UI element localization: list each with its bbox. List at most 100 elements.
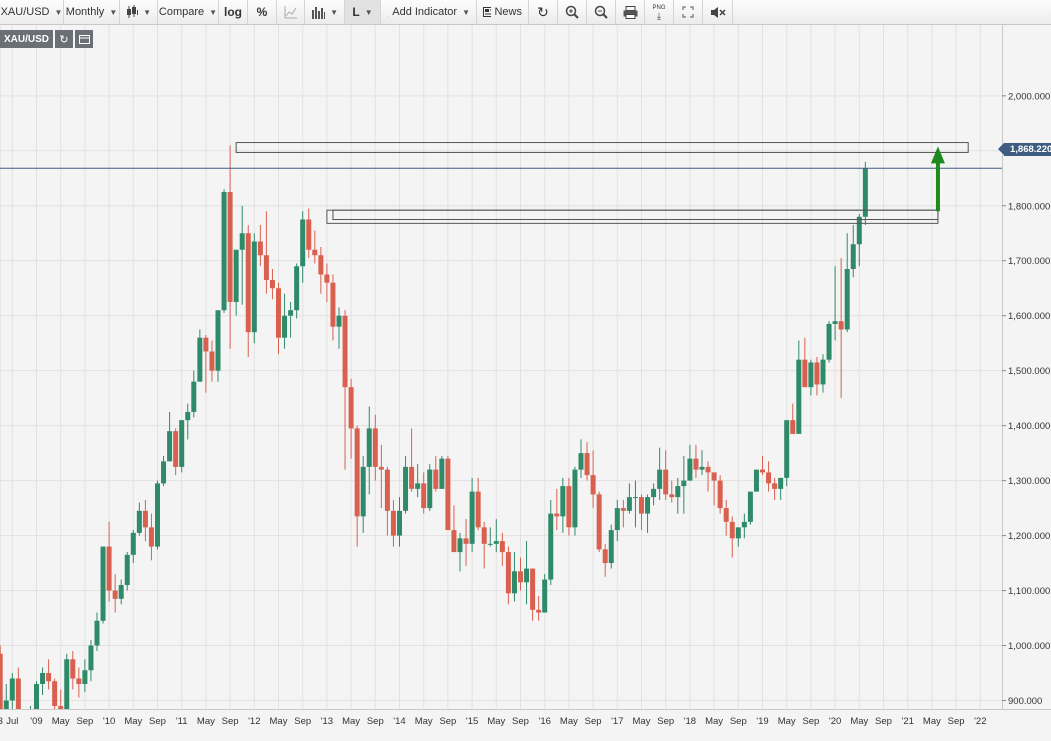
- candle-body: [378, 466, 384, 470]
- chevron-down-icon: ▼: [209, 7, 218, 17]
- price-tick-label: 1,700.000: [1008, 256, 1050, 267]
- zoom-out-button[interactable]: [587, 0, 616, 24]
- line-tool-button[interactable]: L ▼: [345, 0, 381, 24]
- candle-body: [645, 497, 651, 514]
- candle-body: [415, 483, 421, 489]
- time-tick-label: Sep: [512, 716, 529, 727]
- zoom-out-icon: [594, 5, 608, 19]
- candle-body: [251, 241, 257, 333]
- print-button[interactable]: [616, 0, 645, 24]
- symbol-selector[interactable]: XAU/USD ▼: [0, 0, 64, 24]
- price-tick-label: 1,800.000: [1008, 201, 1050, 212]
- candle-body: [88, 645, 94, 671]
- export-png-button[interactable]: PNG ⤓: [645, 0, 674, 24]
- candle-body: [844, 268, 850, 330]
- candle-body: [9, 678, 15, 701]
- newspaper-icon: [483, 7, 492, 17]
- candle-body: [481, 527, 487, 544]
- candle-body: [257, 241, 263, 256]
- candle-body: [451, 530, 457, 553]
- zoom-in-icon: [565, 5, 579, 19]
- candle-body: [173, 431, 179, 467]
- candle-body: [100, 546, 106, 621]
- time-tick-label: '18: [684, 716, 696, 727]
- candle-body: [505, 552, 511, 594]
- reload-series-button[interactable]: ↻: [55, 30, 74, 48]
- time-axis-background: [0, 709, 1051, 741]
- candle-body: [288, 310, 294, 316]
- time-tick-label: May: [415, 716, 433, 727]
- price-tick-label: 1,100.000: [1008, 586, 1050, 597]
- candle-body: [300, 219, 306, 267]
- candle-body: [487, 543, 493, 545]
- series-settings-button[interactable]: [75, 30, 94, 48]
- percent-scale-button[interactable]: %: [248, 0, 277, 24]
- candle-body: [427, 469, 433, 509]
- time-tick-label: May: [778, 716, 796, 727]
- printer-icon: [623, 5, 637, 19]
- candle-body: [826, 323, 832, 360]
- candle-body: [657, 469, 663, 489]
- candle-body: [741, 521, 747, 528]
- time-tick-label: Sep: [875, 716, 892, 727]
- candle-body: [179, 420, 185, 467]
- time-tick-label: Sep: [294, 716, 311, 727]
- download-icon: ⤓: [657, 11, 661, 21]
- interval-selector[interactable]: Monthly ▼: [64, 0, 120, 24]
- candle-body: [735, 527, 741, 539]
- candle-body: [596, 494, 602, 550]
- time-tick-label: '09: [30, 716, 42, 727]
- candle-body: [499, 541, 505, 553]
- candle-body: [112, 590, 118, 599]
- chart-type-button[interactable]: ▼: [120, 0, 158, 24]
- candle-body: [0, 653, 3, 712]
- time-tick-label: Sep: [439, 716, 456, 727]
- candle-body: [269, 279, 275, 289]
- plot-background: [0, 25, 1002, 709]
- candle-body: [52, 681, 58, 706]
- candle-body: [669, 494, 675, 498]
- resistance-zone-rectangle: [235, 142, 969, 153]
- log-scale-button[interactable]: log: [219, 0, 248, 24]
- time-tick-label: May: [342, 716, 360, 727]
- candle-body: [439, 458, 445, 489]
- news-button[interactable]: News: [477, 0, 529, 24]
- time-axis[interactable]: 3 Jul '09 May Sep '10 May Sep '11 May Sep '12 May Sep…: [0, 709, 1051, 741]
- time-tick-label: Sep: [948, 716, 965, 727]
- time-tick-label: Sep: [149, 716, 166, 727]
- add-indicator-button[interactable]: Add Indicator ▼: [381, 0, 477, 24]
- chart-line-icon: [284, 6, 297, 19]
- mute-button[interactable]: [703, 0, 733, 24]
- refresh-button[interactable]: ↻: [529, 0, 558, 24]
- volume-bars-button[interactable]: ▼: [305, 0, 345, 24]
- fullscreen-button[interactable]: [674, 0, 703, 24]
- candle-body: [760, 469, 765, 473]
- candle-body: [778, 477, 784, 489]
- candle-body: [64, 659, 70, 712]
- time-tick-label: May: [705, 716, 723, 727]
- legend-symbol: XAU/USD: [0, 30, 54, 48]
- price-tick-label: 900.000: [1008, 696, 1042, 707]
- candle-body: [814, 362, 820, 385]
- price-chart[interactable]: 900.000 1,000.000 1,100.000 1,200.000 1,300.…: [0, 25, 1051, 741]
- price-axis[interactable]: 900.000 1,000.000 1,100.000 1,200.000 1,300.…: [1002, 25, 1051, 741]
- candle-body: [572, 469, 578, 528]
- refresh-icon: ↻: [59, 33, 69, 46]
- compare-button[interactable]: Compare ▼: [158, 0, 219, 24]
- zoom-in-button[interactable]: [558, 0, 587, 24]
- chevron-down-icon: ▼: [54, 7, 63, 17]
- candle-body: [76, 678, 82, 685]
- price-tick-label: 1,000.000: [1008, 641, 1050, 652]
- candle-body: [324, 274, 330, 283]
- time-tick-label: '15: [466, 716, 478, 727]
- candle-body: [318, 255, 324, 275]
- candle-body: [796, 359, 802, 434]
- time-tick-label: '21: [902, 716, 914, 727]
- candle-body: [233, 249, 239, 302]
- draw-chart-button[interactable]: [277, 0, 305, 24]
- candle-body: [336, 315, 342, 327]
- candle-body: [148, 527, 154, 547]
- candle-body: [185, 411, 191, 421]
- candle-body: [518, 571, 523, 583]
- drawing-layer[interactable]: [0, 142, 1002, 224]
